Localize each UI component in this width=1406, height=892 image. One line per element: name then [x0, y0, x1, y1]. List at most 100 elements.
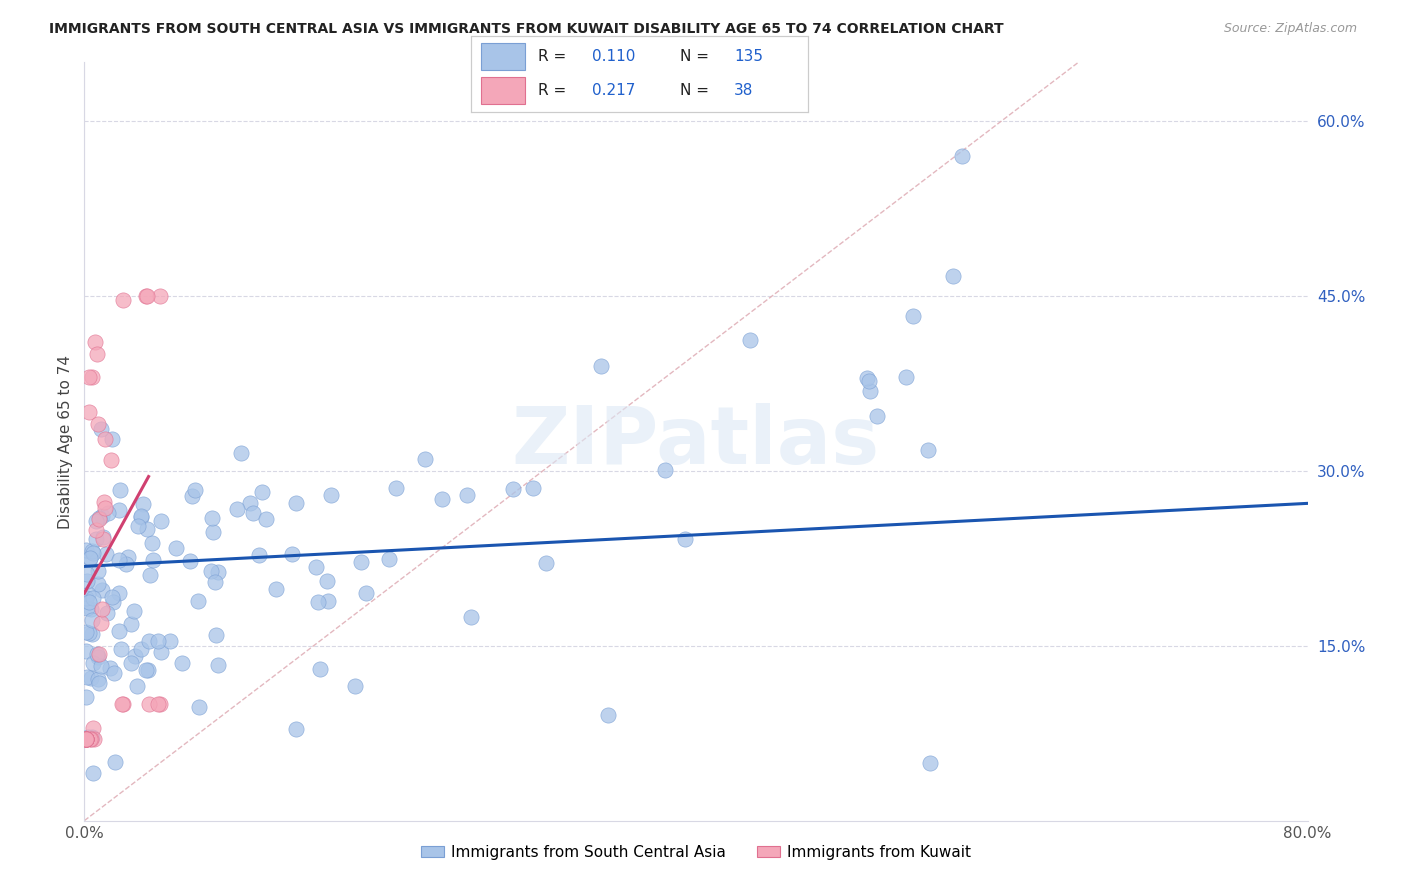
Point [104, 755, 127, 769]
Point [89, 512, 111, 526]
Point [89, 648, 111, 662]
Point [77, 595, 100, 609]
Point [165, 541, 187, 556]
Point [115, 557, 138, 571]
Point [82, 765, 104, 780]
Point [170, 656, 193, 670]
Point [83, 335, 105, 350]
Legend: Immigrants from South Central Asia, Immigrants from Kuwait: Immigrants from South Central Asia, Immi… [415, 838, 977, 866]
Point [111, 697, 134, 711]
Point [82, 657, 104, 671]
Point [141, 536, 163, 550]
Point [90, 508, 112, 523]
Text: ZIPatlas: ZIPatlas [512, 402, 880, 481]
Point [86, 650, 108, 665]
Point [110, 642, 132, 657]
Point [75, 731, 97, 746]
Point [180, 489, 202, 503]
Point [82, 591, 104, 605]
Point [225, 502, 247, 516]
Point [917, 442, 939, 457]
Point [242, 506, 264, 520]
Text: 0.217: 0.217 [592, 83, 636, 98]
Point [129, 509, 152, 524]
Point [108, 553, 131, 567]
Point [316, 594, 339, 608]
Point [87, 576, 110, 591]
Point [101, 595, 124, 609]
Point [76, 566, 98, 581]
Point [97, 506, 120, 520]
Point [127, 519, 149, 533]
Point [148, 633, 170, 648]
Point [75, 690, 97, 704]
Point [952, 149, 974, 163]
Text: 38: 38 [734, 83, 754, 98]
Point [159, 634, 181, 648]
Point [188, 700, 211, 714]
Point [120, 656, 142, 670]
FancyBboxPatch shape [481, 78, 524, 104]
Point [315, 574, 337, 588]
Point [86, 514, 108, 528]
Point [103, 666, 125, 681]
Point [319, 488, 342, 502]
Point [354, 586, 377, 600]
Point [84, 532, 107, 546]
Point [132, 497, 155, 511]
Point [252, 484, 274, 499]
Point [200, 565, 222, 579]
Point [534, 556, 557, 570]
Point [378, 552, 401, 566]
Point [146, 697, 169, 711]
Point [738, 333, 761, 347]
Point [239, 496, 262, 510]
Point [308, 595, 330, 609]
Point [82, 721, 104, 735]
Point [75, 542, 97, 557]
Point [80, 544, 103, 558]
Point [150, 514, 173, 528]
Point [79, 625, 101, 640]
Point [100, 452, 122, 467]
Point [859, 384, 882, 399]
Point [343, 679, 366, 693]
Point [187, 594, 209, 608]
Text: 0.110: 0.110 [592, 49, 636, 64]
Point [76, 574, 98, 589]
Point [207, 657, 229, 672]
Point [858, 374, 880, 388]
Point [93, 532, 115, 546]
Point [139, 567, 162, 582]
Point [131, 510, 153, 524]
Point [120, 617, 142, 632]
Point [100, 661, 122, 675]
Point [254, 511, 277, 525]
Point [124, 648, 146, 663]
Point [589, 359, 612, 373]
Text: 135: 135 [734, 49, 763, 64]
Point [90, 422, 112, 436]
Point [207, 565, 229, 579]
Point [138, 697, 160, 711]
Point [522, 481, 544, 495]
Point [75, 731, 97, 746]
Point [80, 731, 103, 746]
Point [86, 647, 108, 661]
Point [79, 551, 101, 566]
Point [75, 731, 97, 746]
Point [77, 370, 100, 384]
Point [136, 289, 159, 303]
Point [122, 604, 145, 618]
Point [75, 731, 97, 746]
Point [108, 502, 131, 516]
Point [82, 613, 104, 627]
Text: N =: N = [681, 83, 714, 98]
Point [350, 555, 373, 569]
Point [430, 491, 453, 506]
Point [82, 545, 104, 559]
Point [90, 615, 112, 630]
Point [87, 417, 110, 431]
Point [79, 731, 101, 746]
Point [309, 662, 332, 676]
